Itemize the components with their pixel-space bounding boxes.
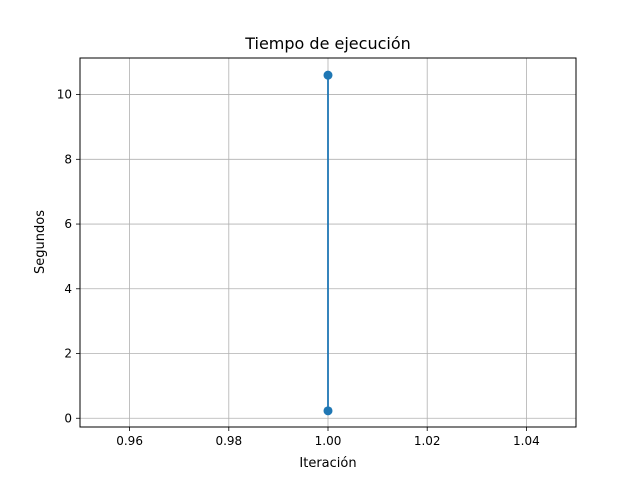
x-tick-label: 1.04 xyxy=(513,434,540,448)
y-tick-label: 8 xyxy=(64,152,72,166)
x-tick-label: 1.02 xyxy=(414,434,441,448)
x-tick-label: 0.98 xyxy=(215,434,242,448)
ticks: 0.96 0.98 1.00 1.02 1.04 0 2 4 6 8 10 xyxy=(57,88,540,448)
y-tick-label: 0 xyxy=(64,411,72,425)
y-tick-label: 2 xyxy=(64,347,72,361)
data-point xyxy=(323,70,333,80)
chart-title: Tiempo de ejecución xyxy=(244,34,411,53)
y-tick-label: 10 xyxy=(57,88,72,102)
y-tick-label: 6 xyxy=(64,217,72,231)
y-axis-label: Segundos xyxy=(33,210,48,274)
series-layer xyxy=(323,70,333,416)
data-point xyxy=(323,406,333,416)
x-tick-label: 0.96 xyxy=(116,434,143,448)
y-tick-label: 4 xyxy=(64,282,72,296)
x-tick-label: 1.00 xyxy=(315,434,342,448)
x-axis-label: Iteración xyxy=(299,456,356,471)
